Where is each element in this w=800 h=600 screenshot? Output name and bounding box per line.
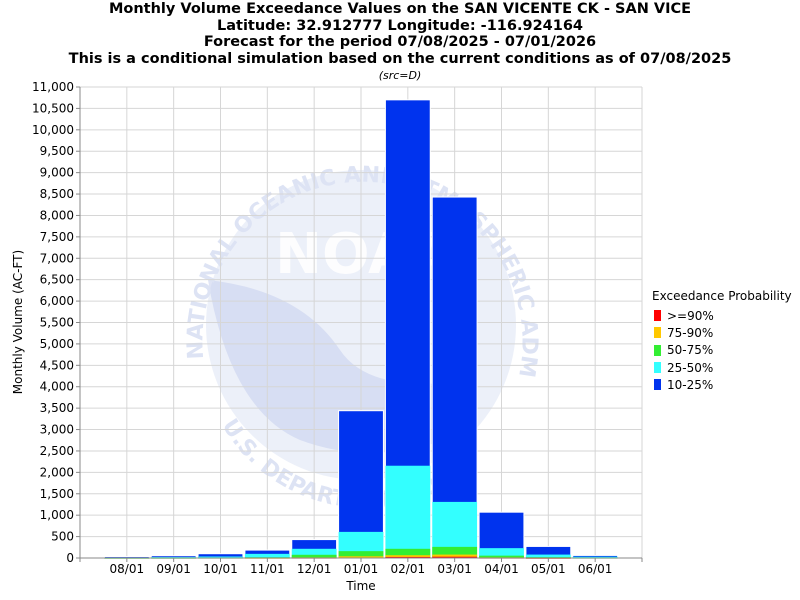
x-tick-label: 04/01 (484, 562, 519, 576)
legend-label: 75-90% (667, 325, 714, 340)
bar-segment (572, 556, 618, 558)
y-tick-label: 5,000 (40, 337, 74, 351)
x-tick-label: 10/01 (203, 562, 238, 576)
x-tick-label: 06/01 (578, 562, 613, 576)
y-tick-label: 4,000 (40, 380, 74, 394)
legend-label: 10-25% (667, 377, 714, 392)
y-tick-label: 8,000 (40, 208, 74, 222)
x-axis-label: Time (345, 579, 375, 593)
bar-segment (432, 546, 478, 558)
y-tick-label: 8,500 (40, 187, 74, 201)
y-axis-label: Monthly Volume (AC-FT) (11, 250, 25, 394)
y-tick-label: 7,000 (40, 251, 74, 265)
chart-title-line-2: Latitude: 32.912777 Longitude: -116.9241… (216, 17, 584, 34)
bar-segment (385, 465, 431, 558)
legend-swatch (654, 379, 661, 391)
bar-segment (479, 548, 524, 558)
y-tick-label: 3,000 (40, 423, 74, 437)
x-tick-label: 09/01 (156, 562, 191, 576)
x-tick-label: 12/01 (297, 562, 332, 576)
axes: 0 500 1,000 1,500 2,000 2,500 3,000 3,500 4,000 4… (32, 80, 643, 576)
bar-segment (479, 555, 524, 558)
bar-segment (338, 551, 384, 558)
bar-segment (338, 556, 384, 558)
y-tick-label: 5,500 (40, 316, 74, 330)
bar-segment (385, 548, 431, 558)
x-tick-label: 11/01 (250, 562, 285, 576)
legend-swatch (654, 362, 661, 374)
y-tick-label: 10,500 (32, 101, 74, 115)
y-tick-label: 1,500 (40, 487, 74, 501)
y-tick-label: 11,000 (32, 80, 74, 94)
x-tick-label: 02/01 (391, 562, 426, 576)
bar-segment (291, 548, 337, 558)
y-tick-label: 0 (66, 551, 74, 565)
legend-swatch (654, 310, 661, 322)
legend-label: 25-50% (667, 360, 714, 375)
source-label: (src=D) (378, 69, 422, 82)
bar-segment (432, 554, 478, 558)
legend-item: 10-25% (652, 376, 792, 393)
x-tick-label: 03/01 (437, 562, 472, 576)
y-tick-label: 4,500 (40, 358, 74, 372)
y-tick-label: 2,000 (40, 465, 74, 479)
legend-item: 75-90% (652, 324, 792, 341)
legend-swatch (654, 327, 661, 339)
y-tick-label: 9,500 (40, 144, 74, 158)
chart-title-line-1: Monthly Volume Exceedance Values on the … (108, 1, 692, 17)
bar-segment (525, 554, 571, 558)
legend-label: >=90% (667, 308, 714, 323)
y-tick-label: 1,000 (40, 508, 74, 522)
chart-title-block: Monthly Volume Exceedance Values on the … (0, 1, 800, 83)
bar-segment (291, 554, 337, 558)
x-tick-label: 08/01 (110, 562, 145, 576)
y-tick-label: 3,500 (40, 401, 74, 415)
legend: Exceedance Probability >=90% 75-90% 50-7… (652, 289, 792, 393)
y-tick-label: 7,500 (40, 230, 74, 244)
chart-title-line-3: Forecast for the period 07/08/2025 - 07/… (203, 34, 597, 50)
bar-segment (385, 556, 431, 558)
legend-swatch (654, 344, 661, 356)
bar-segment (244, 553, 290, 558)
y-tick-label: 6,500 (40, 273, 74, 287)
y-tick-label: 2,500 (40, 444, 74, 458)
legend-item: 50-75% (652, 342, 792, 359)
y-tick-label: 500 (51, 530, 74, 544)
chart-title-line-4: This is a conditional simulation based o… (68, 50, 732, 67)
x-tick-label: 05/01 (531, 562, 566, 576)
y-tick-label: 10,000 (32, 123, 74, 137)
x-tick-label: 01/01 (344, 562, 379, 576)
bar-segment (198, 556, 243, 558)
y-tick-label: 9,000 (40, 166, 74, 180)
bar-segment (431, 196, 478, 559)
bar-segment (385, 555, 431, 558)
y-tick-label: 6,000 (40, 294, 74, 308)
legend-item: >=90% (652, 307, 792, 324)
bar-segment (432, 556, 478, 558)
legend-label: 50-75% (667, 343, 714, 358)
legend-title: Exceedance Probability (652, 289, 792, 303)
legend-item: 25-50% (652, 359, 792, 376)
